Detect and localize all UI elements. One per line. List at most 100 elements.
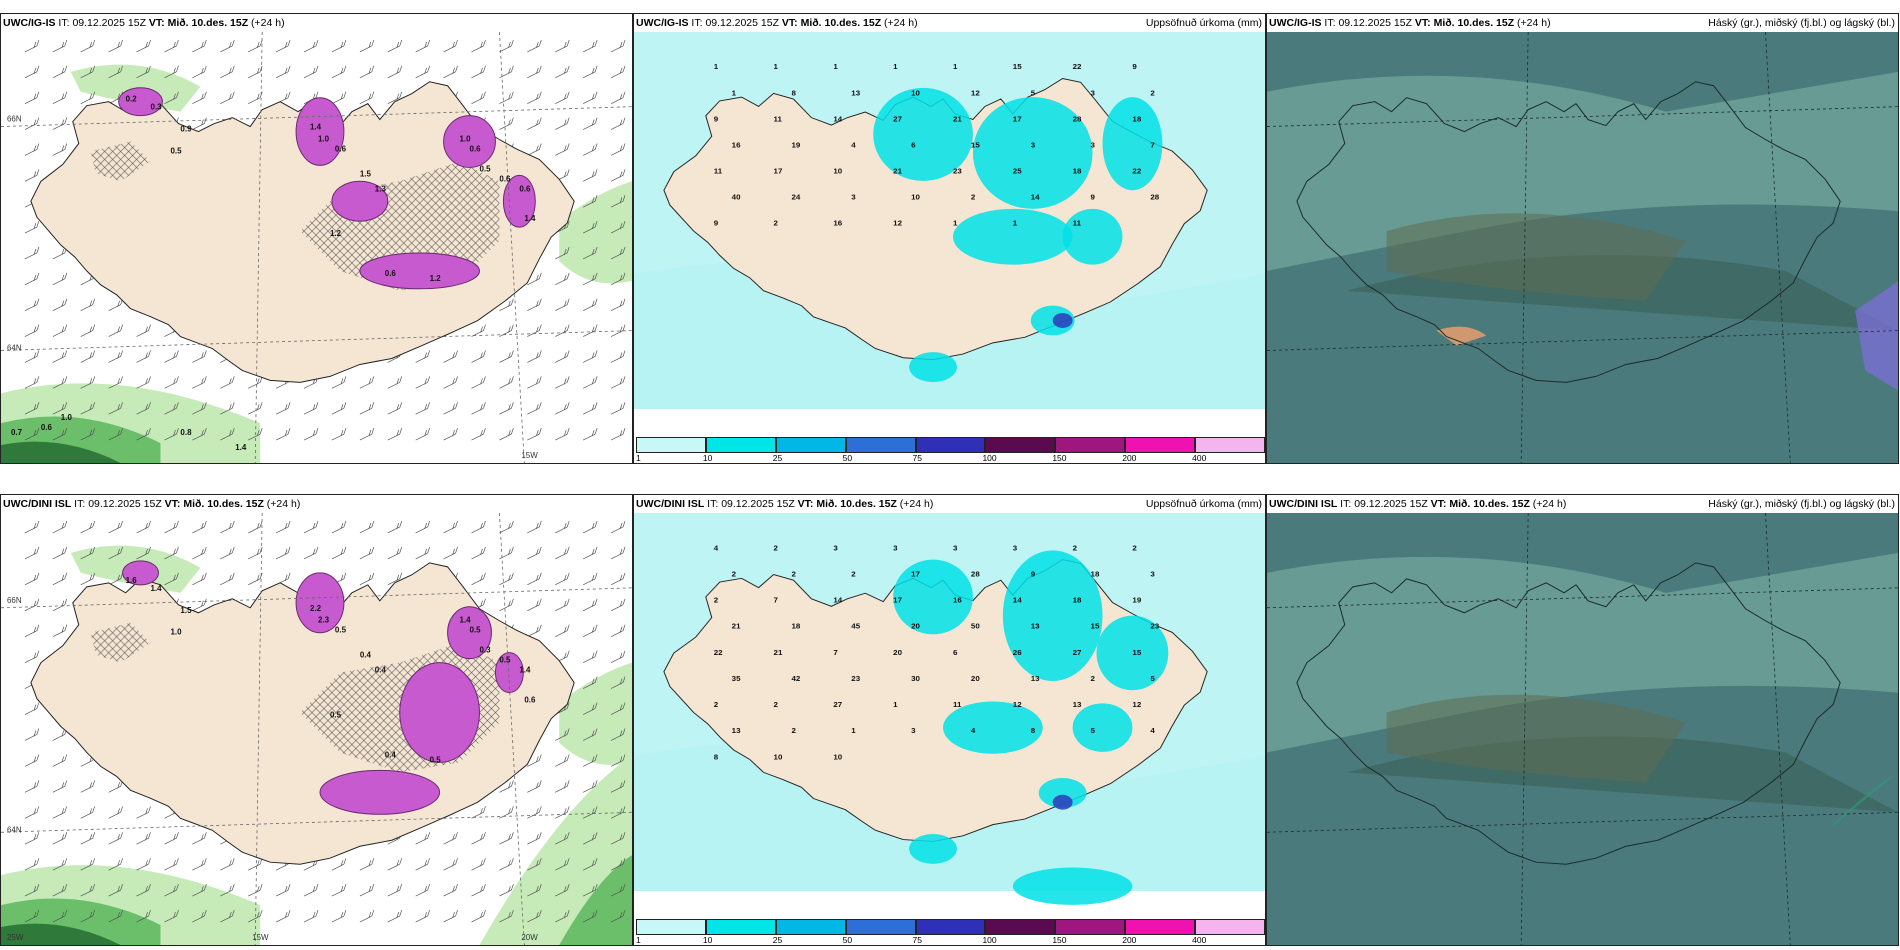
graticule [1267, 513, 1898, 945]
colorbar-swatch [636, 919, 706, 935]
panel-header: UWC/IG-IS IT: 09.12.2025 15Z VT: Mið. 10… [1267, 14, 1898, 32]
value-label: 30 [911, 674, 920, 683]
value-label: 28 [1073, 115, 1083, 124]
map-view[interactable]: 0.2 0.3 0.9 0.5 1.4 1.0 0.6 1.5 1.3 1.0 0.6 0.5 0.6 0… [1, 32, 632, 463]
graticule [1267, 32, 1898, 463]
value-label: 1.5 [360, 169, 372, 178]
value-label: 50 [971, 622, 980, 631]
colorbar: 1 10 25 50 75 100 150 200 400 [634, 917, 1265, 945]
value-label: 21 [732, 622, 742, 631]
vt-value: Mið. 10.des. 15Z [816, 498, 897, 510]
map-view[interactable] [1267, 32, 1898, 463]
model-name: UWC/IG-IS [1269, 17, 1322, 29]
value-label: 2 [732, 570, 736, 579]
colorbar-label: 150 [1052, 453, 1067, 463]
map-view[interactable]: 1.6 1.4 1.5 1.0 2.2 2.3 0.5 0.4 0.4 1.4 0.5 0.3 0.5 1… [1, 513, 632, 945]
value-label: 0.6 [41, 423, 53, 432]
panel-title: Uppsöfnuð úrkoma (mm) [1145, 17, 1262, 29]
value-label: 10 [911, 89, 920, 98]
value-label: 18 [1073, 596, 1083, 605]
map-canvas [1267, 32, 1898, 463]
map-view[interactable]: 4 2 3 3 3 3 2 2 2 2 2 17 28 9 18 3 2 7 14 17 16 14 18 19 21 18 45 2… [634, 513, 1265, 917]
axis-label: 15W [252, 933, 269, 942]
value-label: 12 [971, 89, 980, 98]
value-label: 18 [1091, 570, 1101, 579]
value-label: 1 [732, 89, 737, 98]
value-label: 0.5 [470, 626, 482, 635]
value-label: 0.4 [385, 750, 397, 759]
it-value: 09.12.2025 15Z [88, 498, 162, 510]
value-label: 23 [953, 167, 962, 176]
value-label: 3 [851, 193, 855, 202]
value-label: 18 [1073, 167, 1083, 176]
value-label: 1.4 [519, 666, 531, 675]
colorbar-label: 10 [702, 453, 713, 463]
value-label: 1.0 [170, 628, 182, 637]
colorbar-swatch [1125, 919, 1196, 935]
value-label: 27 [833, 700, 842, 709]
value-label: 40 [732, 193, 741, 202]
colorbar-label: 400 [1192, 453, 1207, 463]
value-label: 2 [971, 193, 975, 202]
value-label: 5 [1031, 89, 1036, 98]
value-label: 28 [1150, 193, 1160, 202]
value-label: 0.2 [126, 95, 138, 104]
value-label: 0.6 [335, 144, 347, 153]
value-label: 1.6 [126, 576, 138, 585]
graticule [1, 513, 632, 945]
value-label: 14 [1031, 193, 1041, 202]
value-label: 3 [833, 544, 838, 553]
model-name: UWC/DINI ISL [1269, 498, 1338, 510]
value-label: 1.0 [460, 134, 472, 143]
value-label: 13 [851, 89, 860, 98]
colorbar-label: 50 [842, 453, 853, 463]
value-label: 20 [911, 622, 920, 631]
value-label: 0.6 [470, 144, 482, 153]
colorbar-label: 10 [702, 935, 713, 945]
colorbar-swatch [705, 437, 776, 453]
colorbar-swatch [1195, 919, 1265, 935]
value-label: 0.6 [499, 174, 511, 183]
value-label: 0.6 [519, 184, 531, 193]
it-label: IT: [707, 498, 719, 510]
colorbar-label: 1 [636, 935, 641, 945]
value-label: 11 [1073, 219, 1082, 228]
vt-value: Mið. 10.des. 15Z [183, 498, 264, 510]
value-label: 14 [833, 596, 843, 605]
value-label: 0.6 [385, 269, 397, 278]
colorbar-label: 25 [772, 935, 783, 945]
vt-label: VT: [797, 498, 814, 510]
value-label: 1.4 [460, 616, 472, 625]
value-label: 23 [1150, 622, 1160, 631]
value-labels: 0.20.30.90.51.41.00.61.51.31.00.60.50.60… [11, 95, 536, 452]
value-label: 5 [1150, 674, 1155, 683]
value-label: 1.4 [235, 443, 247, 452]
precip-magenta [118, 87, 536, 290]
value-label: 2 [1132, 544, 1136, 553]
axis-label: 25W [7, 933, 24, 942]
panel-bottom-right: UWC/DINI ISL IT: 09.12.2025 15Z VT: Mið.… [1266, 494, 1899, 946]
panel-title: Uppsöfnuð úrkoma (mm) [1145, 498, 1262, 510]
value-label: 3 [953, 544, 958, 553]
colorbar-swatch [705, 919, 776, 935]
value-label: 4 [1150, 726, 1155, 735]
map-view[interactable]: 1 1 1 1 1 15 22 9 1 8 13 10 12 5 3 2 9 11 14 27 21 17 28 18 16 19… [634, 32, 1265, 435]
colorbar-label: 200 [1122, 453, 1137, 463]
vt-label: VT: [164, 498, 181, 510]
value-label: 4 [971, 726, 976, 735]
value-label: 20 [893, 648, 902, 657]
value-label: 3 [1031, 141, 1035, 150]
value-label: 22 [714, 648, 723, 657]
value-label: 5 [1091, 726, 1096, 735]
value-label: 2 [774, 544, 778, 553]
value-label: 3 [1091, 141, 1095, 150]
value-label: 0.5 [479, 164, 491, 173]
value-label: 1.2 [430, 274, 442, 283]
value-label: 12 [1013, 700, 1022, 709]
map-view[interactable] [1267, 513, 1898, 945]
value-label: 11 [714, 167, 723, 176]
value-label: 22 [1132, 167, 1141, 176]
